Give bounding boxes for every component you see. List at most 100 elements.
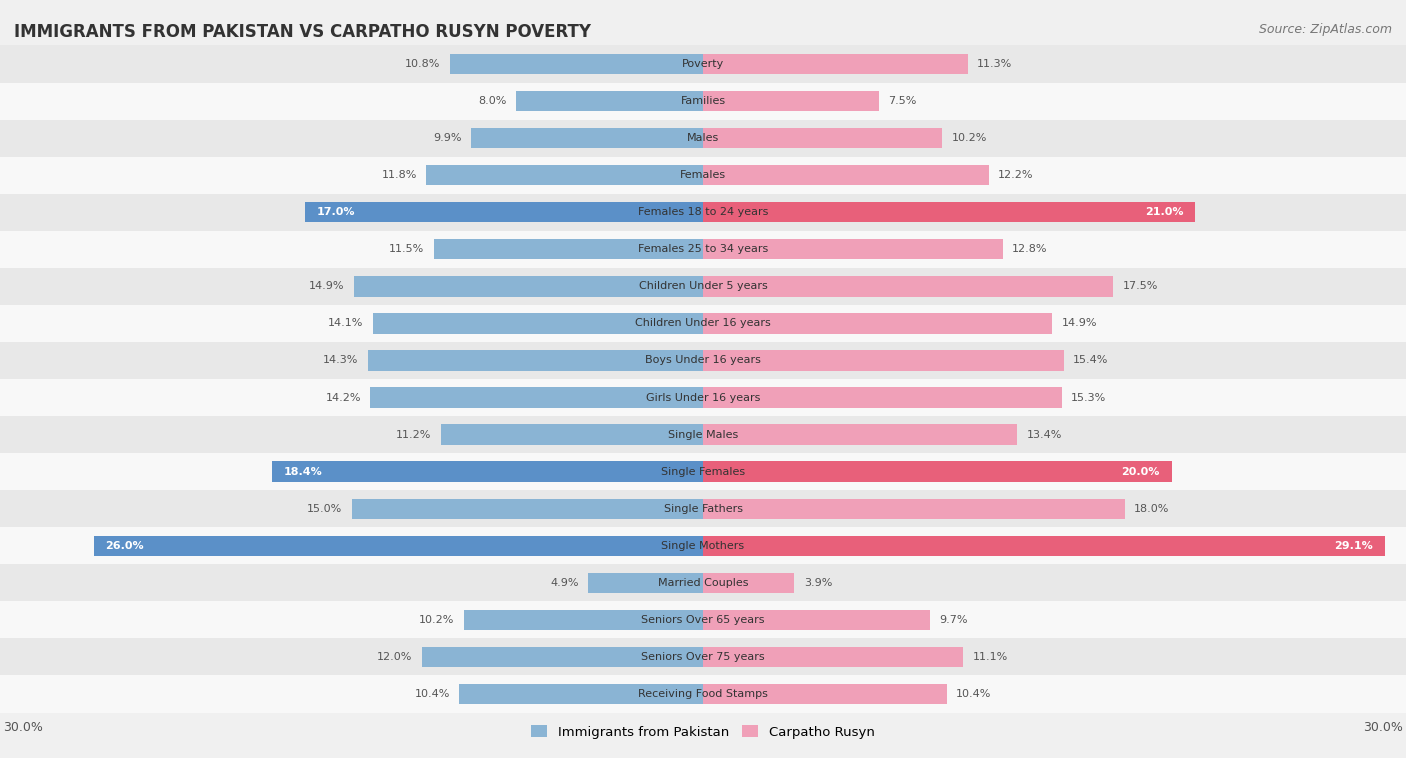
Bar bbox=[0, 638, 1406, 675]
Bar bbox=[703, 165, 988, 186]
Text: Children Under 16 years: Children Under 16 years bbox=[636, 318, 770, 328]
Text: Married Couples: Married Couples bbox=[658, 578, 748, 587]
Text: Children Under 5 years: Children Under 5 years bbox=[638, 281, 768, 291]
Bar bbox=[703, 609, 931, 630]
Text: 4.9%: 4.9% bbox=[550, 578, 579, 587]
Text: Boys Under 16 years: Boys Under 16 years bbox=[645, 356, 761, 365]
Bar bbox=[94, 536, 703, 556]
Bar bbox=[516, 91, 703, 111]
Bar bbox=[433, 239, 703, 259]
Bar bbox=[426, 165, 703, 186]
Legend: Immigrants from Pakistan, Carpatho Rusyn: Immigrants from Pakistan, Carpatho Rusyn bbox=[526, 720, 880, 744]
Bar bbox=[271, 462, 703, 482]
Text: Single Males: Single Males bbox=[668, 430, 738, 440]
Text: Single Fathers: Single Fathers bbox=[664, 504, 742, 514]
Bar bbox=[370, 387, 703, 408]
Text: Source: ZipAtlas.com: Source: ZipAtlas.com bbox=[1258, 23, 1392, 36]
Bar bbox=[305, 202, 703, 222]
Bar bbox=[0, 528, 1406, 564]
Bar bbox=[703, 499, 1125, 519]
Text: 11.8%: 11.8% bbox=[382, 171, 418, 180]
Text: 10.4%: 10.4% bbox=[956, 689, 991, 699]
Text: 10.2%: 10.2% bbox=[419, 615, 454, 625]
Bar bbox=[0, 268, 1406, 305]
Bar bbox=[703, 387, 1062, 408]
Text: 14.2%: 14.2% bbox=[325, 393, 361, 402]
Bar bbox=[703, 202, 1195, 222]
Text: 12.2%: 12.2% bbox=[998, 171, 1033, 180]
Bar bbox=[703, 350, 1064, 371]
Bar bbox=[0, 157, 1406, 194]
Text: Single Females: Single Females bbox=[661, 467, 745, 477]
Bar bbox=[703, 647, 963, 667]
Text: 14.1%: 14.1% bbox=[328, 318, 363, 328]
Bar bbox=[440, 424, 703, 445]
Bar bbox=[0, 230, 1406, 268]
Text: 17.5%: 17.5% bbox=[1122, 281, 1157, 291]
Text: Single Mothers: Single Mothers bbox=[661, 540, 745, 551]
Bar bbox=[703, 128, 942, 149]
Text: 13.4%: 13.4% bbox=[1026, 430, 1062, 440]
Text: Seniors Over 75 years: Seniors Over 75 years bbox=[641, 652, 765, 662]
Bar bbox=[0, 120, 1406, 157]
Text: Females: Females bbox=[681, 171, 725, 180]
Bar bbox=[0, 416, 1406, 453]
Bar bbox=[0, 379, 1406, 416]
Text: 12.8%: 12.8% bbox=[1012, 244, 1047, 254]
Text: 29.1%: 29.1% bbox=[1334, 540, 1374, 551]
Bar bbox=[0, 194, 1406, 230]
Text: IMMIGRANTS FROM PAKISTAN VS CARPATHO RUSYN POVERTY: IMMIGRANTS FROM PAKISTAN VS CARPATHO RUS… bbox=[14, 23, 591, 41]
Text: 10.2%: 10.2% bbox=[952, 133, 987, 143]
Text: 30.0%: 30.0% bbox=[3, 721, 42, 735]
Bar bbox=[460, 684, 703, 704]
Bar bbox=[0, 83, 1406, 120]
Bar bbox=[0, 675, 1406, 713]
Bar bbox=[0, 490, 1406, 528]
Text: 18.4%: 18.4% bbox=[284, 467, 322, 477]
Bar bbox=[0, 305, 1406, 342]
Bar bbox=[703, 462, 1171, 482]
Text: 7.5%: 7.5% bbox=[889, 96, 917, 106]
Text: 9.9%: 9.9% bbox=[433, 133, 461, 143]
Text: 26.0%: 26.0% bbox=[105, 540, 143, 551]
Text: 11.1%: 11.1% bbox=[973, 652, 1008, 662]
Bar bbox=[368, 350, 703, 371]
Bar bbox=[0, 45, 1406, 83]
Text: 10.4%: 10.4% bbox=[415, 689, 450, 699]
Bar bbox=[703, 54, 967, 74]
Bar bbox=[703, 276, 1114, 296]
Text: 17.0%: 17.0% bbox=[316, 207, 354, 218]
Text: 15.0%: 15.0% bbox=[307, 504, 342, 514]
Bar bbox=[0, 601, 1406, 638]
Bar bbox=[373, 313, 703, 334]
Bar bbox=[464, 609, 703, 630]
Text: Seniors Over 65 years: Seniors Over 65 years bbox=[641, 615, 765, 625]
Bar bbox=[471, 128, 703, 149]
Text: 11.5%: 11.5% bbox=[389, 244, 425, 254]
Text: Families: Families bbox=[681, 96, 725, 106]
Bar bbox=[703, 91, 879, 111]
Bar bbox=[703, 239, 1002, 259]
Text: Females 25 to 34 years: Females 25 to 34 years bbox=[638, 244, 768, 254]
Text: Females 18 to 24 years: Females 18 to 24 years bbox=[638, 207, 768, 218]
Text: 8.0%: 8.0% bbox=[478, 96, 506, 106]
Text: 30.0%: 30.0% bbox=[1364, 721, 1403, 735]
Bar bbox=[703, 572, 794, 593]
Bar bbox=[703, 313, 1052, 334]
Text: 21.0%: 21.0% bbox=[1144, 207, 1184, 218]
Text: 10.8%: 10.8% bbox=[405, 59, 440, 69]
Text: 11.2%: 11.2% bbox=[396, 430, 432, 440]
Bar bbox=[352, 499, 703, 519]
Text: 14.9%: 14.9% bbox=[309, 281, 344, 291]
Text: Girls Under 16 years: Girls Under 16 years bbox=[645, 393, 761, 402]
Bar bbox=[703, 536, 1385, 556]
Text: 18.0%: 18.0% bbox=[1135, 504, 1170, 514]
Text: Poverty: Poverty bbox=[682, 59, 724, 69]
Text: 15.4%: 15.4% bbox=[1073, 356, 1108, 365]
Text: 12.0%: 12.0% bbox=[377, 652, 412, 662]
Bar bbox=[0, 564, 1406, 601]
Text: Receiving Food Stamps: Receiving Food Stamps bbox=[638, 689, 768, 699]
Bar bbox=[354, 276, 703, 296]
Bar bbox=[703, 684, 946, 704]
Text: 20.0%: 20.0% bbox=[1122, 467, 1160, 477]
